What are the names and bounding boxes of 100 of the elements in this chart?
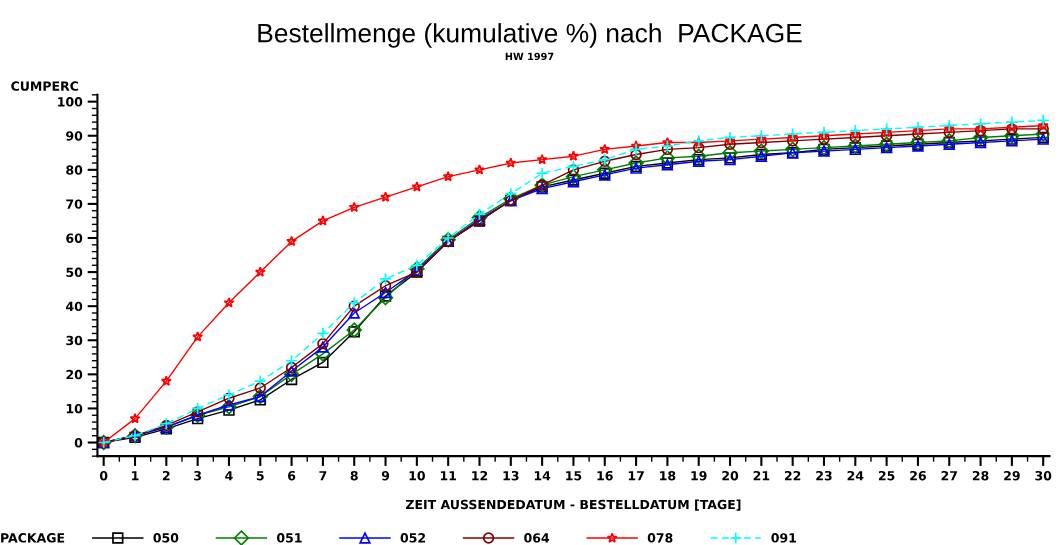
legend-label: 051 xyxy=(276,533,302,543)
point xyxy=(223,297,235,308)
point xyxy=(535,166,549,180)
point xyxy=(442,170,454,182)
x-tick-label: 0 xyxy=(99,470,108,481)
point xyxy=(597,162,613,178)
point xyxy=(1004,128,1020,144)
point xyxy=(129,412,141,424)
x-tick-label: 28 xyxy=(972,470,989,481)
point xyxy=(221,399,237,415)
point xyxy=(1037,123,1049,135)
point xyxy=(567,164,580,176)
legend-label: 064 xyxy=(524,533,550,543)
x-tick-label: 5 xyxy=(256,471,264,481)
x-tick-label: 22 xyxy=(784,470,801,481)
point xyxy=(410,258,424,272)
point xyxy=(661,139,674,153)
point xyxy=(223,399,235,411)
x-tick-label: 23 xyxy=(816,470,832,481)
point xyxy=(191,402,205,415)
point xyxy=(253,374,267,388)
point xyxy=(817,125,831,139)
point xyxy=(348,307,360,319)
point xyxy=(910,134,926,151)
x-tick-label: 18 xyxy=(660,470,676,481)
x-tick-label: 14 xyxy=(534,471,551,481)
point xyxy=(754,129,768,143)
y-tick-label: 20 xyxy=(66,369,83,380)
point xyxy=(878,136,895,152)
legend-label: 078 xyxy=(647,533,673,543)
y-tick-label: 50 xyxy=(66,267,83,278)
point xyxy=(283,366,300,383)
point xyxy=(724,138,736,150)
point xyxy=(315,346,331,362)
point xyxy=(628,155,644,171)
point xyxy=(848,124,862,138)
x-tick-label: 4 xyxy=(225,471,233,481)
x-tick-label: 2 xyxy=(162,470,170,481)
y-tick-label: 80 xyxy=(66,165,83,175)
x-tick-label: 26 xyxy=(910,470,926,481)
x-tick-label: 19 xyxy=(691,470,707,481)
x-tick-label: 8 xyxy=(350,470,358,481)
x-tick-label: 15 xyxy=(566,471,582,481)
chart-title: Bestellmenge (kumulative %) nach PACKAGE xyxy=(258,23,802,48)
point xyxy=(285,354,298,368)
point xyxy=(567,160,580,173)
x-axis-title: ZEIT AUSSENDEDATUM - BESTELLDATUM [TAGE] xyxy=(405,499,741,511)
x-tick-label: 29 xyxy=(1004,470,1020,481)
point xyxy=(659,150,676,166)
point xyxy=(536,153,548,165)
point xyxy=(723,131,737,144)
legend-title: PACKAGE xyxy=(1,533,65,543)
x-tick-label: 11 xyxy=(440,471,457,481)
x-tick-label: 10 xyxy=(409,470,425,481)
y-axis-title: CUMPERC xyxy=(11,81,79,91)
point xyxy=(473,207,486,221)
x-tick-label: 7 xyxy=(319,471,327,481)
x-tick-label: 20 xyxy=(722,470,739,481)
point xyxy=(379,286,392,299)
point xyxy=(567,150,579,161)
point xyxy=(816,139,832,156)
x-tick-label: 1 xyxy=(132,471,139,481)
point xyxy=(786,127,800,141)
point xyxy=(254,382,266,394)
point xyxy=(943,123,955,134)
point xyxy=(379,272,392,286)
point xyxy=(661,136,673,148)
y-tick-label: 90 xyxy=(66,131,83,141)
y-tick-label: 70 xyxy=(66,199,83,209)
point xyxy=(346,322,362,338)
point xyxy=(974,117,987,131)
y-tick-label: 10 xyxy=(66,403,83,414)
point xyxy=(285,365,298,377)
y-tick-label: 100 xyxy=(58,97,83,107)
point xyxy=(286,235,298,247)
point xyxy=(818,133,830,145)
point xyxy=(565,168,582,185)
point xyxy=(316,327,330,340)
point xyxy=(348,201,360,213)
point xyxy=(411,181,423,192)
x-tick-label: 12 xyxy=(472,470,488,481)
y-tick-label: 40 xyxy=(66,301,83,312)
point xyxy=(784,141,801,158)
chart-subtitle: HW 1997 xyxy=(505,52,554,61)
point xyxy=(192,331,204,342)
x-tick-label: 9 xyxy=(381,470,390,481)
point xyxy=(222,388,236,402)
point xyxy=(377,289,394,306)
y-tick-label: 60 xyxy=(66,233,83,243)
point xyxy=(786,135,799,147)
x-tick-label: 16 xyxy=(597,470,613,481)
x-tick-label: 6 xyxy=(288,470,296,481)
point xyxy=(942,119,956,132)
legend-label: 052 xyxy=(400,533,425,543)
point xyxy=(880,122,894,136)
point xyxy=(1005,115,1019,129)
point xyxy=(317,215,329,226)
point xyxy=(223,392,235,404)
x-tick-label: 21 xyxy=(753,470,770,481)
point xyxy=(755,133,767,144)
